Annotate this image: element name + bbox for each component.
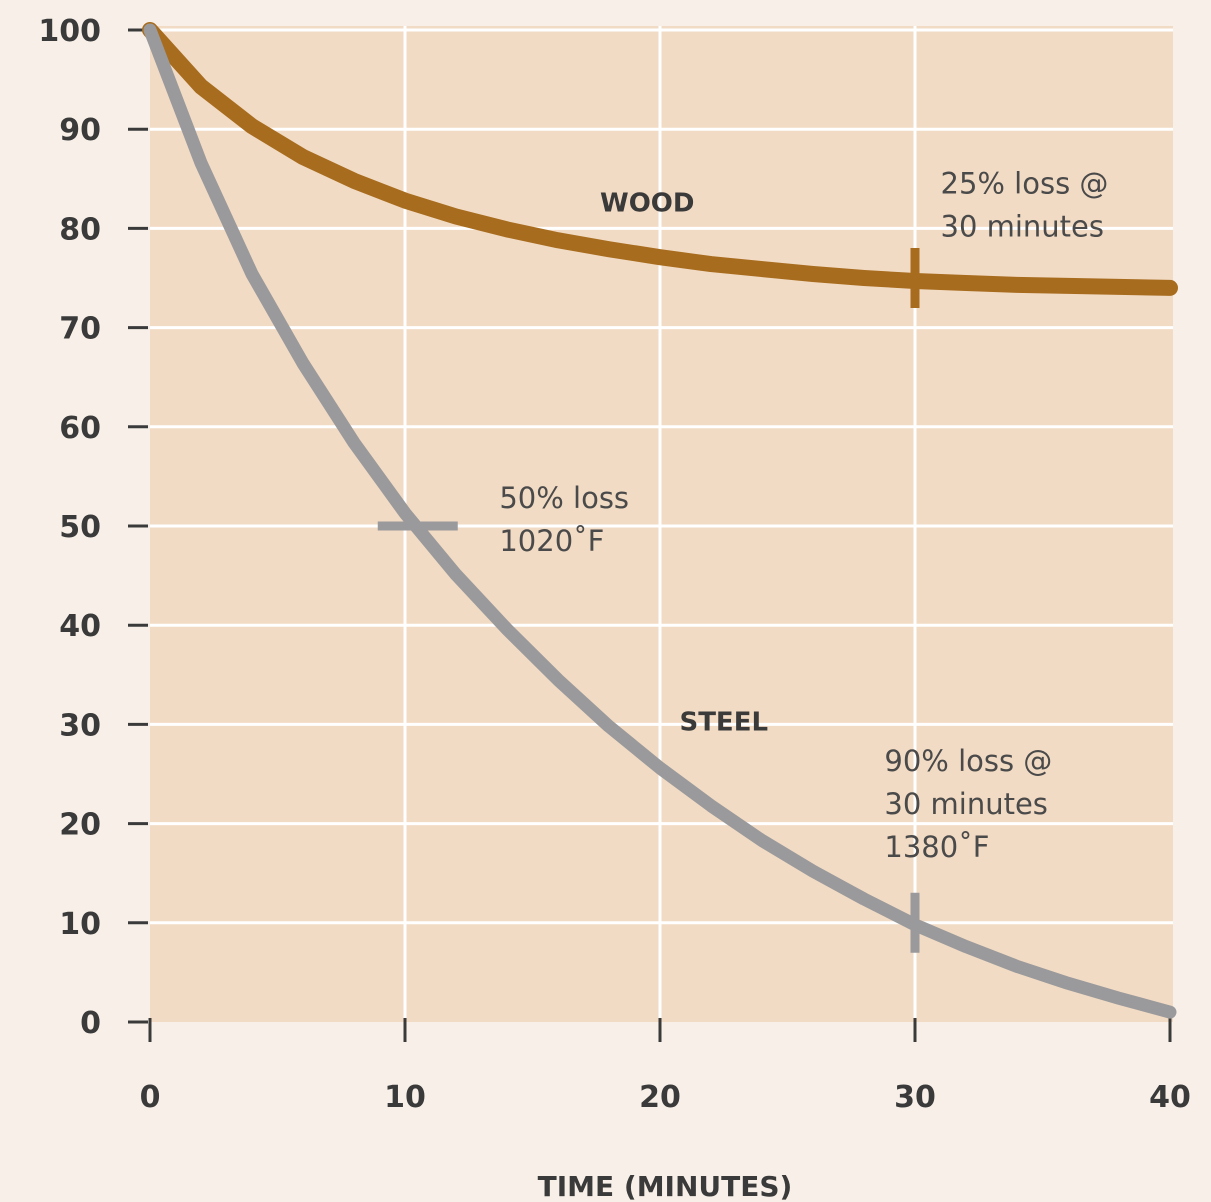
value-markers: [377, 248, 920, 953]
annotation-line: 30 minutes: [941, 210, 1105, 244]
y-tick-label: 40: [59, 609, 101, 644]
annotation-line: 50% loss: [499, 481, 629, 515]
y-tick-label: 0: [80, 1006, 101, 1041]
series-label-wood: WOOD: [600, 189, 694, 219]
x-tick-label: 20: [639, 1080, 681, 1115]
annotation-line: 25% loss @: [941, 167, 1109, 201]
y-tick-label: 70: [59, 312, 101, 347]
series-label-steel: STEEL: [679, 707, 768, 737]
x-tick-label: 30: [894, 1080, 936, 1115]
series-line-steel: [143, 23, 1177, 1019]
x-tick-label: 0: [140, 1080, 161, 1115]
series-line-wood: [142, 22, 1178, 296]
x-axis-title: TIME (MINUTES): [538, 1170, 793, 1202]
annotations: 25% loss @ 30 minutes 50% loss 1020˚F 90% lo…: [499, 167, 1108, 864]
y-tick-label: 30: [59, 708, 101, 743]
axes: 0 10 20 30 40 50 60 70 80 90 100 0 10 20 30 40: [38, 14, 1191, 1115]
annotation-line: 90% loss @: [884, 744, 1052, 778]
y-tick-label: 10: [59, 907, 101, 942]
y-tick-label: 20: [59, 808, 101, 843]
annotation-line: 1380˚F: [884, 830, 989, 864]
y-tick-label: 60: [59, 411, 101, 446]
y-tick-label: 80: [59, 212, 101, 247]
x-tick-label: 10: [384, 1080, 426, 1115]
y-tick-label: 50: [59, 510, 101, 545]
x-tick-label: 40: [1149, 1080, 1191, 1115]
annotation-line: 1020˚F: [499, 524, 604, 558]
y-tick-label: 100: [38, 14, 101, 49]
y-tick-label: 90: [59, 113, 101, 148]
series-lines: [142, 22, 1178, 1019]
annotation-line: 30 minutes: [884, 787, 1048, 821]
series-labels: WOOD STEEL: [600, 189, 768, 738]
